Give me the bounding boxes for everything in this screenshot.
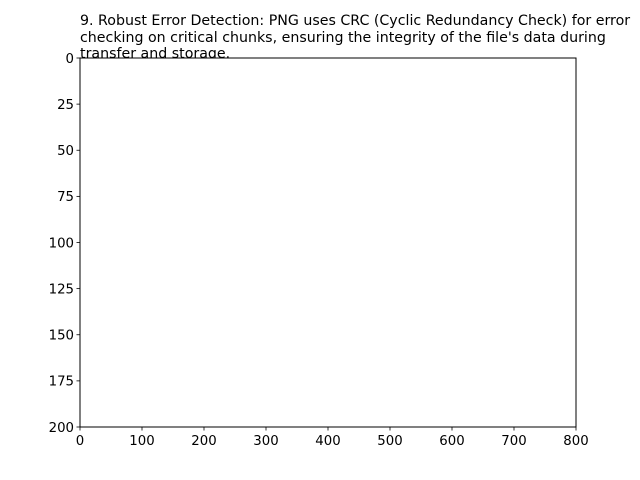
x-tick-label: 100 [129,434,154,449]
y-axis: 0 25 50 75 100 125 150 175 200 [49,52,80,436]
x-tick-label: 800 [563,434,588,449]
y-tick-label: 75 [57,190,74,205]
x-tick-label: 500 [377,434,402,449]
x-tick-label: 0 [76,434,84,449]
y-tick-label: 150 [49,329,74,344]
x-tick-label: 200 [191,434,216,449]
x-tick-label: 400 [315,434,340,449]
y-tick-label: 100 [49,236,74,251]
y-tick-label: 125 [49,282,74,297]
x-tick-label: 300 [253,434,278,449]
plot-frame [79,57,577,428]
plot-area [79,57,577,428]
y-tick-label: 0 [66,52,74,67]
x-tick-label: 700 [501,434,526,449]
y-tick-label: 50 [57,144,74,159]
x-axis: 0 100 200 300 400 500 600 700 800 [76,427,589,449]
chart-title-line-1: 9. Robust Error Detection: PNG uses CRC … [80,13,631,29]
x-tick-label: 600 [439,434,464,449]
y-tick-label: 175 [49,375,74,390]
y-tick-label: 200 [49,421,74,436]
chart-title-line-2: checking on critical chunks, ensuring th… [80,29,606,46]
y-tick-label: 25 [57,98,74,113]
